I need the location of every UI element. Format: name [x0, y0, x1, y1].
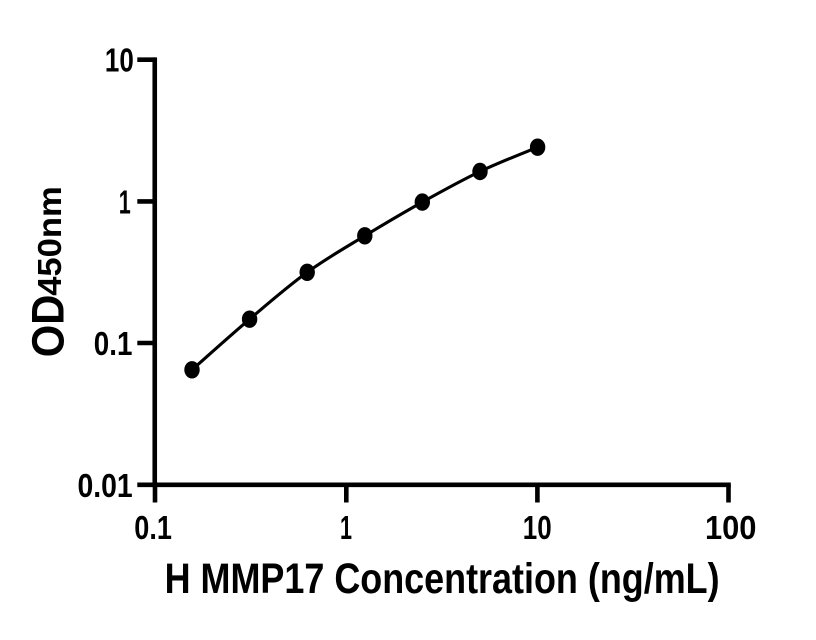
svg-text:10: 10 — [105, 42, 134, 79]
svg-text:100: 100 — [705, 510, 757, 547]
svg-text:1: 1 — [119, 184, 131, 221]
svg-text:H MMP17 Concentration (ng/mL): H MMP17 Concentration (ng/mL) — [165, 556, 720, 603]
svg-text:0.1: 0.1 — [94, 326, 133, 363]
svg-text:OD: OD — [22, 295, 73, 358]
svg-text:0.01: 0.01 — [78, 468, 133, 505]
svg-text:450nm: 450nm — [32, 186, 69, 296]
svg-text:1: 1 — [340, 510, 352, 547]
svg-text:0.1: 0.1 — [134, 510, 172, 547]
svg-text:10: 10 — [523, 510, 552, 547]
